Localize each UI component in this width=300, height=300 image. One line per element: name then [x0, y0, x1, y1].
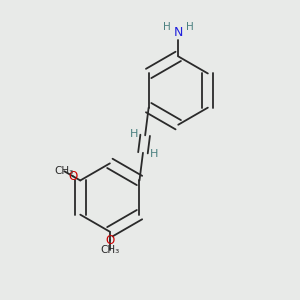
Text: O: O — [105, 233, 115, 247]
Text: H: H — [130, 129, 138, 139]
Text: CH₃: CH₃ — [100, 245, 119, 255]
Text: CH₃: CH₃ — [55, 166, 74, 176]
Text: O: O — [68, 170, 78, 183]
Text: N: N — [173, 26, 183, 39]
Text: H: H — [163, 22, 171, 32]
Text: H: H — [150, 149, 158, 159]
Text: H: H — [186, 22, 194, 32]
